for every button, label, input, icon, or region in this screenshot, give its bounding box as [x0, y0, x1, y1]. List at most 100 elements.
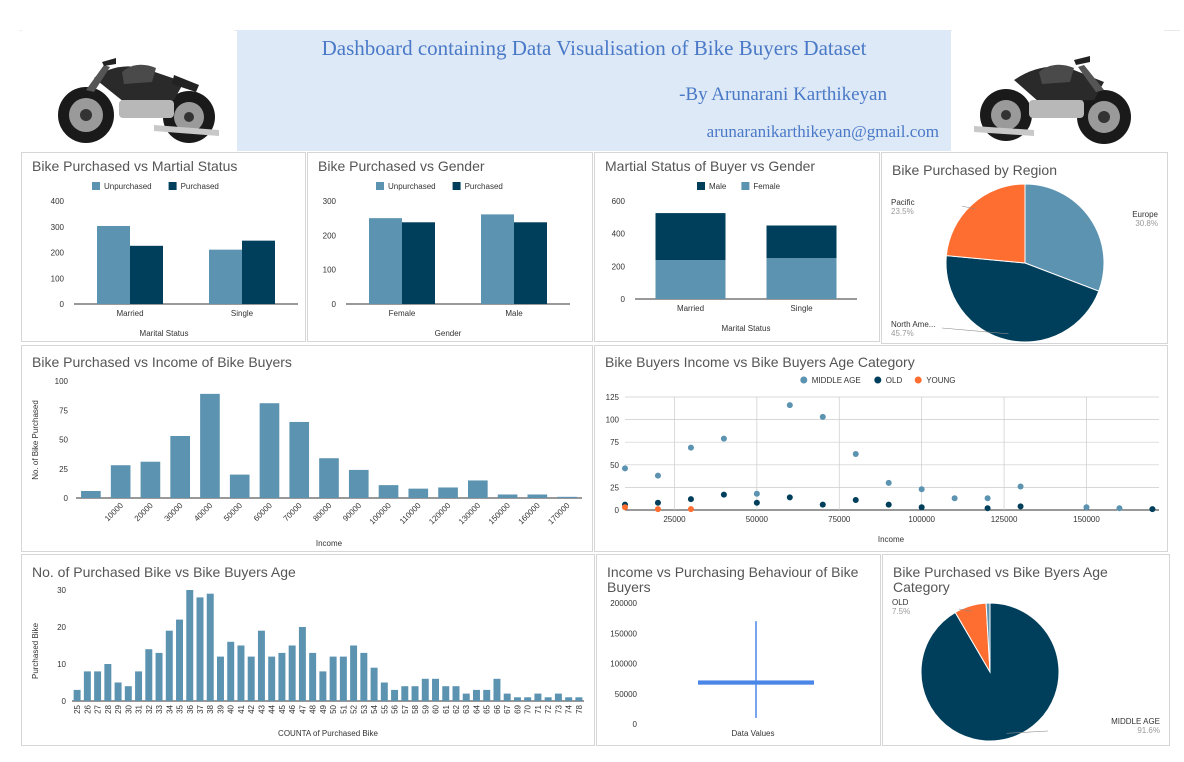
x-tick-label: 51 — [339, 704, 348, 713]
author-email: arunaranikarthikeyan@gmail.com — [706, 122, 939, 141]
bar — [247, 656, 255, 701]
x-axis-title: Data Values — [732, 729, 775, 738]
x-axis-title: Marital Status — [140, 329, 189, 338]
x-axis-title: Income — [878, 535, 905, 544]
x-tick-label: Female — [389, 309, 416, 318]
bar — [94, 671, 102, 701]
x-tick-label: 90000 — [341, 501, 363, 523]
x-tick-label: 42 — [247, 704, 256, 713]
x-tick-label: Married — [677, 304, 704, 313]
bar — [483, 689, 491, 701]
x-tick-label: 45 — [278, 704, 287, 713]
scatter-point — [918, 486, 925, 493]
bar — [452, 686, 460, 701]
scatter-point — [622, 504, 628, 511]
x-tick-label: 160000 — [517, 501, 543, 527]
x-tick-label: 67 — [503, 704, 512, 713]
slice-percent: 23.5% — [891, 207, 914, 216]
bar — [655, 260, 726, 299]
slice-label: Pacific — [891, 198, 915, 207]
x-tick-label: Single — [231, 309, 254, 318]
x-tick-label: Married — [116, 309, 143, 318]
bar — [186, 590, 194, 701]
pie-slice — [985, 602, 991, 673]
panel-age: No. of Purchased Bike vs Bike Buyers Age… — [21, 554, 595, 746]
bar — [130, 245, 163, 304]
bar — [534, 693, 542, 701]
scatter-point — [951, 495, 958, 502]
x-tick-label: 36 — [186, 704, 195, 713]
bar — [196, 597, 204, 701]
panel-income: Bike Purchased vs Income of Bike Buyers … — [21, 345, 593, 552]
bar — [278, 652, 286, 701]
scatter-point — [885, 501, 892, 508]
x-tick-label: 62 — [452, 704, 461, 713]
bar — [544, 697, 552, 701]
x-tick-label: 27 — [94, 704, 103, 713]
x-tick-label: 57 — [401, 704, 410, 713]
x-tick-label: 39 — [216, 704, 225, 713]
bar — [298, 627, 306, 701]
scatter-point — [654, 472, 661, 479]
pie-slice — [945, 255, 1100, 343]
x-tick-label: 10000 — [103, 501, 125, 523]
box-iqr — [698, 680, 814, 685]
x-tick-label: 56 — [391, 704, 400, 713]
slice-label: MIDDLE AGE — [1111, 717, 1160, 726]
panel-region: Bike Purchased by Region Europe 30.8% Nort… — [881, 152, 1168, 344]
x-tick-label: 49 — [319, 704, 328, 713]
scatter-point — [1149, 506, 1156, 513]
y-tick-label: 200 — [51, 249, 65, 258]
bar — [497, 494, 518, 498]
bar — [481, 214, 514, 304]
bar — [229, 474, 250, 498]
legend-label: Purchased — [465, 182, 503, 191]
x-tick-label: 110000 — [398, 501, 423, 526]
x-axis-title: Income — [316, 539, 343, 548]
chart-title: Martial Status of Buyer vs Gender — [605, 158, 816, 174]
bar — [155, 652, 163, 701]
y-tick-label: 300 — [51, 223, 65, 232]
scatter-point — [654, 506, 661, 513]
scatter-point — [786, 402, 793, 409]
bar — [200, 393, 220, 498]
legend-swatch — [168, 182, 177, 190]
bar — [524, 697, 532, 701]
x-tick-label: 46 — [288, 704, 297, 713]
x-tick-label: 48 — [309, 704, 318, 713]
x-tick-label: 59 — [421, 704, 430, 713]
motorcycle-icon — [974, 56, 1131, 144]
bar — [206, 593, 214, 701]
bar — [462, 693, 470, 701]
bar — [554, 693, 562, 701]
bar — [380, 682, 388, 701]
x-tick-label: 50 — [329, 704, 338, 713]
x-axis-title: Marital Status — [722, 324, 771, 333]
bar — [176, 619, 184, 701]
scatter-point — [852, 450, 859, 457]
bar — [165, 630, 173, 701]
legend-label: Purchased — [181, 182, 219, 191]
bar — [391, 689, 399, 701]
bar — [527, 494, 548, 498]
x-tick-label: 63 — [462, 704, 471, 713]
scatter-point — [1017, 483, 1024, 490]
y-tick-label: 200 — [323, 231, 337, 240]
y-tick-label: 125 — [606, 393, 620, 402]
bar — [378, 485, 399, 498]
dashboard-header: Dashboard containing Data Visualisation … — [237, 30, 951, 151]
income-chart: 0 25 50 75 100 10000 20000 30000 40000 50000 60000… — [31, 377, 582, 548]
y-tick-label: 50 — [59, 436, 68, 445]
income-age-scatter-chart: 0 25 50 75 100 125 25000 50000 75000 100000 125000… — [606, 376, 1159, 544]
chart-title: Bike Purchased vs Martial Status — [32, 158, 238, 174]
panel-income-boxplot: Income vs Purchasing Behaviour of Bike B… — [596, 554, 881, 746]
y-tick-label: 100 — [323, 266, 337, 275]
scatter-point — [753, 490, 760, 497]
bar — [432, 678, 440, 701]
y-tick-label: 0 — [60, 300, 65, 309]
bar — [402, 222, 435, 304]
x-tick-label: 100000 — [908, 515, 935, 524]
y-tick-label: 0 — [62, 697, 67, 706]
